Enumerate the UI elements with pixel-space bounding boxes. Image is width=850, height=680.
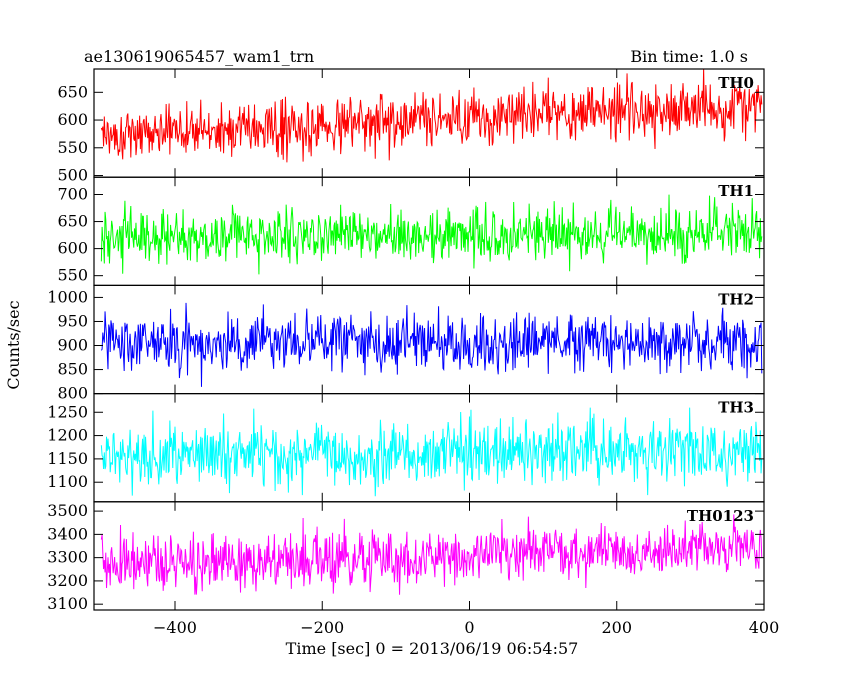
series-th0 bbox=[100, 69, 763, 163]
panels-group: 500 550 600 650 TH0 550 600 650 700 TH1 800 850 900 9… bbox=[47, 68, 765, 613]
panel-th0123: 3100 3200 3300 3400 3500 TH0123 bbox=[47, 501, 765, 613]
y-tick-label: 1100 bbox=[47, 472, 88, 491]
y-tick-label: 550 bbox=[57, 138, 88, 157]
y-tick-label: 1250 bbox=[47, 402, 88, 421]
panel-frame bbox=[93, 501, 765, 611]
chart-title: ae130619065457_wam1_trn bbox=[84, 47, 314, 66]
panel-label: TH3 bbox=[718, 399, 754, 417]
y-tick-label: 3400 bbox=[47, 524, 88, 543]
x-tick-label: −400 bbox=[153, 618, 197, 637]
x-axis: −400 −200 0 200 400 bbox=[153, 618, 779, 637]
y-tick-label: 850 bbox=[57, 360, 88, 379]
x-axis-title: Time [sec] 0 = 2013/06/19 06:54:57 bbox=[286, 639, 579, 658]
y-tick-label: 500 bbox=[57, 166, 88, 185]
y-tick-label: 800 bbox=[57, 384, 88, 403]
panel-th3: 1100 1150 1200 1250 TH3 bbox=[47, 393, 765, 503]
y-tick-label: 3500 bbox=[47, 501, 88, 520]
x-tick-label: 200 bbox=[601, 618, 632, 637]
y-tick-label: 700 bbox=[57, 185, 88, 204]
y-tick-label: 900 bbox=[57, 336, 88, 355]
panel-label: TH0123 bbox=[687, 507, 754, 525]
x-tick-label: −200 bbox=[300, 618, 344, 637]
series-th2 bbox=[100, 302, 763, 387]
y-tick-label: 1000 bbox=[47, 287, 88, 306]
y-tick-label: 3300 bbox=[47, 548, 88, 567]
y-tick-label: 3100 bbox=[47, 594, 88, 613]
y-tick-label: 3200 bbox=[47, 571, 88, 590]
series-th1 bbox=[100, 194, 763, 275]
y-tick-label: 650 bbox=[57, 82, 88, 101]
y-tick-label: 550 bbox=[57, 266, 88, 285]
y-tick-label: 1200 bbox=[47, 426, 88, 445]
y-tick-label: 600 bbox=[57, 110, 88, 129]
panel-th1: 550 600 650 700 TH1 bbox=[57, 176, 765, 286]
y-tick-label: 650 bbox=[57, 212, 88, 231]
panel-label: TH0 bbox=[718, 74, 754, 92]
y-tick-label: 950 bbox=[57, 311, 88, 330]
y-tick-label: 1150 bbox=[47, 449, 88, 468]
panel-label: TH1 bbox=[718, 182, 754, 200]
bin-time-label: Bin time: 1.0 s bbox=[630, 47, 748, 66]
x-tick-label: 0 bbox=[464, 618, 474, 637]
panel-th0: 500 550 600 650 TH0 bbox=[57, 68, 765, 185]
panel-label: TH2 bbox=[718, 290, 754, 308]
series-th3 bbox=[100, 407, 763, 497]
chart-header: ae130619065457_wam1_trn Bin time: 1.0 s bbox=[84, 47, 748, 66]
y-axis-title: Counts/sec bbox=[4, 300, 23, 389]
x-tick-label: 400 bbox=[749, 618, 780, 637]
panel-th2: 800 850 900 950 1000 TH2 bbox=[47, 284, 765, 403]
series-th0123 bbox=[100, 514, 763, 595]
y-tick-label: 600 bbox=[57, 239, 88, 258]
